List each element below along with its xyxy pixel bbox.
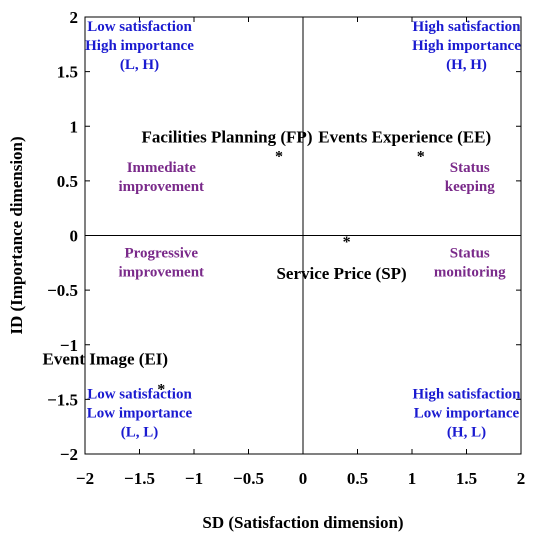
data-point-marker: * bbox=[417, 149, 425, 166]
quadrant-label-bottom-right: (H, L) bbox=[447, 424, 486, 440]
y-tick-label: 1.5 bbox=[57, 63, 78, 82]
y-tick-label: 2 bbox=[70, 8, 79, 27]
quadrant-label-top-right: (H, H) bbox=[446, 57, 487, 73]
quadrant-label-top-right: High satisfaction bbox=[413, 19, 522, 35]
x-tick-label: −1 bbox=[185, 469, 203, 488]
data-point-label: Service Price (SP) bbox=[276, 264, 406, 283]
x-tick-label: 1 bbox=[408, 469, 417, 488]
y-tick-label: 1 bbox=[70, 117, 79, 136]
strategy-label-top-right: keeping bbox=[445, 179, 496, 195]
data-point-label: Facilities Planning (FP) bbox=[142, 128, 313, 147]
y-tick-label: 0 bbox=[70, 227, 79, 246]
quadrant-label-bottom-left: Low importance bbox=[87, 405, 193, 421]
y-tick-label: −1 bbox=[60, 336, 78, 355]
quadrant-label-bottom-left: (L, L) bbox=[121, 424, 159, 440]
data-point-label: Events Experience (EE) bbox=[318, 128, 491, 147]
quadrant-label-top-left: (L, H) bbox=[120, 57, 159, 73]
x-tick-label: 1.5 bbox=[456, 469, 477, 488]
quadrant-label-bottom-left: Low satisfaction bbox=[87, 386, 192, 402]
strategy-label-bottom-right: monitoring bbox=[434, 264, 506, 280]
y-axis-title: ID (Importance dimension) bbox=[7, 136, 26, 334]
quadrant-label-top-right: High importance bbox=[412, 38, 521, 54]
x-tick-label: −0.5 bbox=[233, 469, 264, 488]
strategy-label-top-right: Status bbox=[450, 160, 490, 176]
x-tick-label: −2 bbox=[76, 469, 94, 488]
x-axis-title: SD (Satisfaction dimension) bbox=[202, 513, 403, 532]
data-point-marker: * bbox=[275, 149, 283, 166]
x-tick-label: 0.5 bbox=[347, 469, 368, 488]
strategy-label-top-left: improvement bbox=[119, 179, 205, 195]
y-tick-label: −1.5 bbox=[47, 390, 78, 409]
y-tick-label: −2 bbox=[60, 445, 78, 464]
quadrant-label-top-left: Low satisfaction bbox=[87, 19, 192, 35]
x-tick-label: 0 bbox=[299, 469, 308, 488]
data-point-marker: * bbox=[157, 381, 165, 398]
quadrant-label-bottom-right: High satisfaction bbox=[413, 386, 522, 402]
x-tick-label: −1.5 bbox=[124, 469, 155, 488]
quadrant-label-bottom-right: Low importance bbox=[414, 405, 520, 421]
strategy-label-top-left: Immediate bbox=[127, 160, 196, 176]
quadrant-label-top-left: High importance bbox=[85, 38, 194, 54]
data-point-label: Event Image (EI) bbox=[42, 349, 168, 368]
y-tick-label: −0.5 bbox=[47, 281, 78, 300]
x-tick-label: 2 bbox=[517, 469, 526, 488]
strategy-label-bottom-right: Status bbox=[450, 245, 490, 261]
strategy-label-bottom-left: Progressive bbox=[125, 245, 199, 261]
strategy-label-bottom-left: improvement bbox=[119, 264, 205, 280]
y-tick-label: 0.5 bbox=[57, 172, 78, 191]
data-point-marker: * bbox=[343, 234, 351, 251]
